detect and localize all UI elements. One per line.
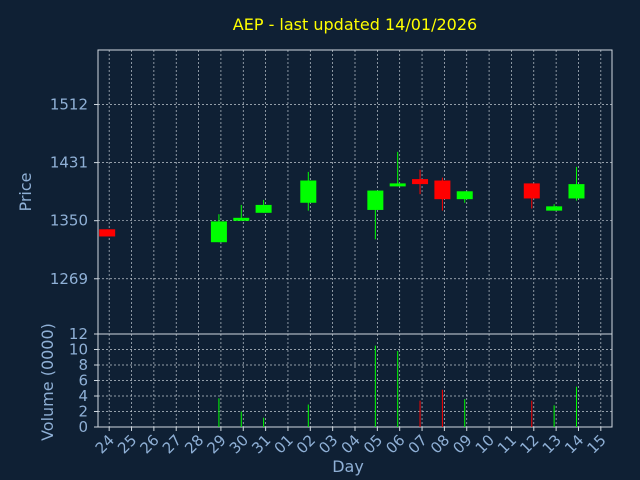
candle-body bbox=[523, 183, 540, 199]
candle-body bbox=[300, 180, 317, 203]
x-axis-label: Day bbox=[332, 457, 364, 476]
price-tick-label: 1431 bbox=[50, 154, 88, 172]
candle-body bbox=[389, 183, 406, 187]
candlestick-series bbox=[99, 151, 585, 243]
price-axis-label: Price bbox=[16, 172, 35, 211]
volume-series bbox=[218, 345, 577, 427]
volume-grid bbox=[98, 334, 612, 427]
volume-tick-label: 10 bbox=[69, 341, 88, 359]
volume-tick-label: 2 bbox=[78, 403, 88, 421]
candle-body bbox=[99, 229, 116, 237]
price-tick-label: 1269 bbox=[50, 270, 88, 288]
candle-body bbox=[233, 217, 250, 221]
price-axis-ticks: 1269 1350 1431 1512 bbox=[50, 96, 98, 288]
candle-body bbox=[210, 221, 227, 243]
volume-tick-label: 8 bbox=[78, 356, 88, 374]
volume-tick-label: 12 bbox=[69, 325, 88, 343]
volume-tick-label: 0 bbox=[78, 418, 88, 436]
candle-body bbox=[456, 191, 473, 200]
candle-body bbox=[255, 204, 272, 213]
candle-body bbox=[546, 206, 563, 211]
candle-body bbox=[568, 184, 585, 199]
chart-title: AEP - last updated 14/01/2026 bbox=[233, 15, 477, 34]
volume-tick-label: 6 bbox=[78, 372, 88, 390]
candle-body bbox=[434, 180, 451, 200]
volume-axis-label: Volume (0000) bbox=[38, 323, 57, 441]
price-tick-label: 1350 bbox=[50, 212, 88, 230]
price-tick-label: 1512 bbox=[50, 96, 88, 114]
candle-body bbox=[367, 190, 384, 210]
candle-body bbox=[412, 179, 429, 185]
volume-tick-label: 4 bbox=[78, 387, 88, 405]
